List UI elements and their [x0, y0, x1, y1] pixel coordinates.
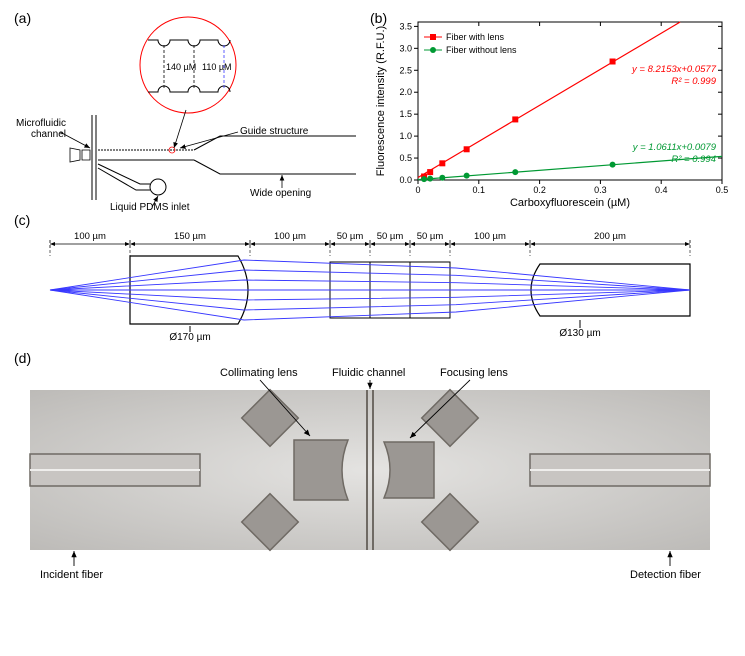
svg-text:200 µm: 200 µm	[594, 231, 626, 242]
svg-text:Incident fiber: Incident fiber	[40, 569, 103, 581]
panel-a-svg: 140 µM 110 µM	[10, 10, 370, 210]
svg-text:R² = 0.999: R² = 0.999	[671, 76, 716, 87]
label-microfluidic: Microfluidic channel	[10, 118, 66, 140]
schematic-lower	[70, 115, 356, 200]
label-guide: Guide structure	[240, 126, 308, 137]
svg-text:Detection fiber: Detection fiber	[630, 569, 701, 581]
svg-text:3.0: 3.0	[399, 43, 412, 53]
arrow-inset-link	[174, 110, 186, 148]
panel-a: (a) 140 µM 110 µM	[10, 10, 370, 210]
panel-d: (d) Collimating lens Fluidic channel Focus…	[10, 350, 730, 590]
svg-text:y = 8.2153x+0.0577: y = 8.2153x+0.0577	[631, 64, 717, 75]
svg-text:0.4: 0.4	[655, 185, 668, 195]
svg-text:Ø170 µm: Ø170 µm	[169, 332, 210, 343]
svg-text:2.0: 2.0	[399, 87, 412, 97]
svg-text:0.5: 0.5	[399, 153, 412, 163]
panel-c-label: (c)	[14, 212, 30, 228]
svg-text:R² = 0.994: R² = 0.994	[671, 154, 716, 165]
svg-text:1.5: 1.5	[399, 109, 412, 119]
svg-text:Focusing lens: Focusing lens	[440, 367, 508, 379]
svg-text:Fluidic channel: Fluidic channel	[332, 367, 405, 379]
svg-text:y = 1.0611x+0.0079: y = 1.0611x+0.0079	[632, 142, 717, 153]
panel-c-svg: 100 µm 150 µm 100 µm 50 µm 50 µm 50 µm 100 µm 2…	[10, 210, 730, 350]
svg-text:100 µm: 100 µm	[474, 231, 506, 242]
svg-text:Fiber with lens: Fiber with lens	[446, 32, 505, 42]
svg-text:0.3: 0.3	[594, 185, 607, 195]
panel-c: (c) 100 µm150 µm100 µm50 µm50 µm50 µm100…	[10, 210, 730, 350]
arrow-guide	[180, 132, 238, 148]
inset-dim-1: 140 µM	[166, 62, 196, 72]
svg-text:Carboxyfluorescein (µM): Carboxyfluorescein (µM)	[510, 197, 630, 209]
label-wide: Wide opening	[250, 188, 311, 199]
svg-text:Fiber without lens: Fiber without lens	[446, 45, 517, 55]
row-d: (d) Collimating lens Fluidic channel Focus…	[10, 350, 735, 590]
svg-text:50 µm: 50 µm	[417, 231, 444, 242]
svg-text:1.0: 1.0	[399, 131, 412, 141]
svg-text:0.1: 0.1	[473, 185, 486, 195]
inset-dim-2: 110 µM	[202, 62, 232, 72]
chart-b-svg: 0 0.1 0.2 0.3 0.4 0.5 0.0 0.5 1.0 1.5 2.0 2.5 3.0 3.5…	[370, 10, 730, 210]
row-ab: (a) 140 µM 110 µM	[10, 10, 735, 210]
svg-text:0.0: 0.0	[399, 175, 412, 185]
svg-text:Fluorescence intensity (R.F.U.: Fluorescence intensity (R.F.U.)	[375, 26, 387, 176]
svg-text:100 µm: 100 µm	[274, 231, 306, 242]
svg-text:50 µm: 50 µm	[377, 231, 404, 242]
svg-text:100 µm: 100 µm	[74, 231, 106, 242]
panel-b-label: (b)	[370, 10, 387, 26]
figure: (a) 140 µM 110 µM	[10, 10, 735, 590]
svg-text:Ø130 µm: Ø130 µm	[559, 328, 600, 339]
panel-a-label: (a)	[14, 10, 31, 26]
svg-text:0.5: 0.5	[716, 185, 729, 195]
panel-d-svg: Collimating lens Fluidic channel Focusing …	[10, 350, 730, 590]
svg-text:3.5: 3.5	[399, 21, 412, 31]
panel-d-label: (d)	[14, 350, 31, 366]
svg-text:2.5: 2.5	[399, 65, 412, 75]
svg-text:0: 0	[415, 185, 420, 195]
svg-text:50 µm: 50 µm	[337, 231, 364, 242]
svg-text:Collimating lens: Collimating lens	[220, 367, 298, 379]
svg-text:150 µm: 150 µm	[174, 231, 206, 242]
panel-b: (b) 0 0.1 0.2 0.3 0.4 0.5 0.0 0.5 1.0 1.5 2.0 2.5 3.…	[370, 10, 730, 210]
row-c: (c) 100 µm150 µm100 µm50 µm50 µm50 µm100…	[10, 210, 735, 350]
svg-text:0.2: 0.2	[533, 185, 546, 195]
